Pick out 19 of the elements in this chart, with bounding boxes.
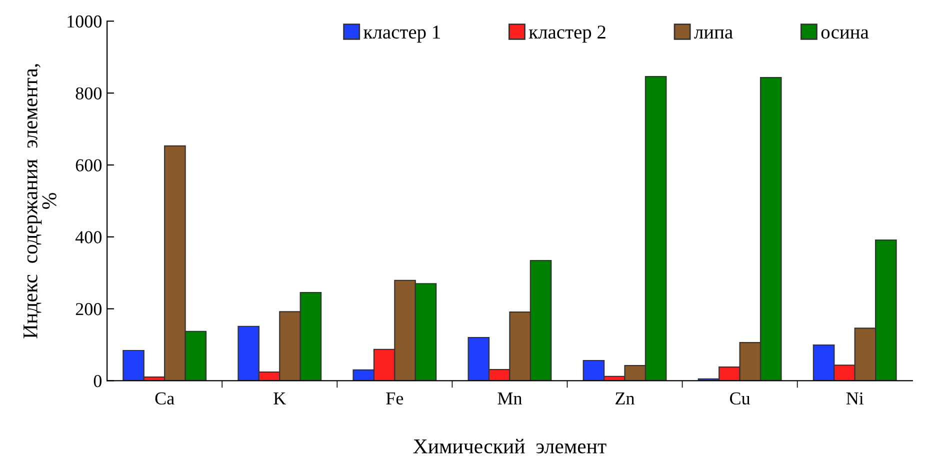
x-tick-label: Fe bbox=[386, 392, 404, 405]
y-tick-label: 200 bbox=[76, 303, 102, 316]
legend-label: кластер 1 bbox=[364, 26, 440, 43]
x-axis-title: Химический элемент bbox=[413, 438, 606, 454]
y-tick-label: 400 bbox=[75, 231, 102, 244]
y-tick-label: 1000 bbox=[68, 15, 102, 28]
x-tick-label: K bbox=[274, 392, 286, 404]
y-tick-label: 600 bbox=[76, 159, 102, 172]
x-tick-label: Zn bbox=[616, 392, 635, 404]
x-tick-label: Ni bbox=[846, 392, 864, 404]
x-tick-label: Ca bbox=[155, 392, 174, 405]
y-tick-label: 800 bbox=[76, 87, 102, 100]
y-tick-label: 0 bbox=[94, 374, 102, 388]
x-tick-label: Cu bbox=[730, 392, 750, 405]
x-tick-label: Mn bbox=[498, 392, 522, 404]
legend-label: липа bbox=[694, 29, 733, 39]
legend-label: осина bbox=[821, 29, 869, 39]
legend-label: кластер 2 bbox=[528, 26, 606, 43]
y-axis-title: Индекс содержания элемента, % bbox=[24, 64, 56, 338]
